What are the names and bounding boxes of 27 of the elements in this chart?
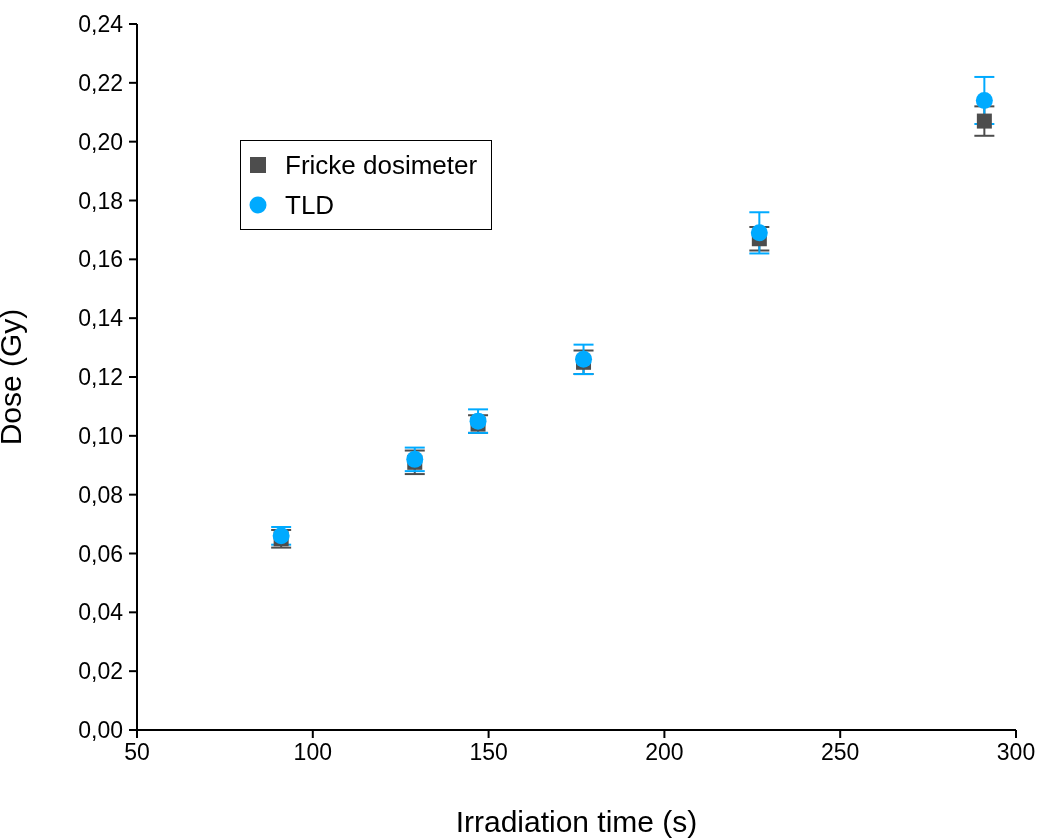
y-tick-label: 0,06 <box>78 540 123 567</box>
x-tick-label: 50 <box>124 739 150 766</box>
x-tick-label: 150 <box>469 739 508 766</box>
point <box>976 113 992 129</box>
y-tick-label: 0,02 <box>78 658 123 685</box>
x-tick-label: 200 <box>645 739 684 766</box>
y-tick-label: 0,08 <box>78 481 123 508</box>
y-tick-label: 0,00 <box>78 717 123 744</box>
y-tick-label: 0,22 <box>78 70 123 96</box>
point <box>975 91 993 109</box>
y-tick-label: 0,20 <box>78 128 123 155</box>
x-tick-label: 300 <box>996 739 1036 766</box>
x-tick-label: 250 <box>821 739 860 766</box>
y-tick-label: 0,14 <box>78 305 124 332</box>
point <box>575 350 593 368</box>
y-tick-label: 0,24 <box>78 11 124 38</box>
legend-label: TLD <box>285 189 335 221</box>
legend-label: Fricke dosimeter <box>285 149 478 181</box>
point <box>750 224 768 242</box>
x-axis-title: Irradiation time (s) <box>455 805 698 838</box>
y-tick-label: 0,10 <box>78 423 123 449</box>
y-tick-label: 0,18 <box>78 187 123 214</box>
y-tick-label: 0,12 <box>78 364 123 391</box>
x-tick-label: 100 <box>293 739 332 766</box>
y-tick-label: 0,16 <box>78 246 123 273</box>
point <box>406 450 424 468</box>
y-tick-label: 0,04 <box>78 599 124 626</box>
